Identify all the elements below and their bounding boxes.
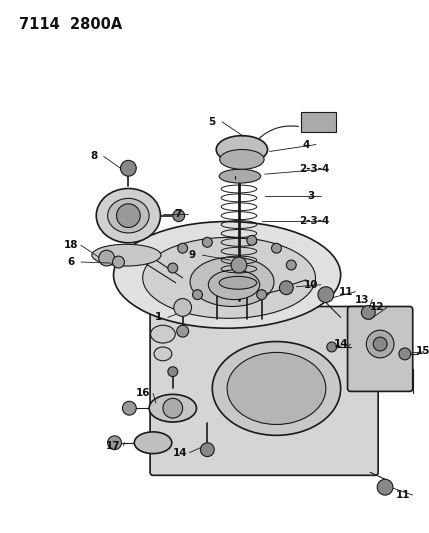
Circle shape xyxy=(112,256,124,268)
Text: 14: 14 xyxy=(172,448,187,458)
Bar xyxy=(301,112,336,132)
Text: 4: 4 xyxy=(302,140,310,150)
Circle shape xyxy=(193,290,202,300)
Circle shape xyxy=(177,325,189,337)
Text: 9: 9 xyxy=(189,250,196,260)
Text: 17: 17 xyxy=(106,441,121,451)
Ellipse shape xyxy=(190,257,274,306)
Circle shape xyxy=(163,398,183,418)
Circle shape xyxy=(257,290,266,300)
Text: 2-3-4: 2-3-4 xyxy=(299,215,329,225)
Circle shape xyxy=(117,204,140,228)
Circle shape xyxy=(99,250,115,266)
Text: 16: 16 xyxy=(136,389,151,398)
Ellipse shape xyxy=(212,342,341,435)
Circle shape xyxy=(108,436,121,450)
Circle shape xyxy=(178,243,187,253)
Circle shape xyxy=(173,209,184,222)
Circle shape xyxy=(318,287,334,303)
Circle shape xyxy=(377,479,393,495)
Text: 6: 6 xyxy=(67,257,75,267)
Ellipse shape xyxy=(143,237,315,318)
Ellipse shape xyxy=(154,347,172,361)
FancyBboxPatch shape xyxy=(150,306,378,475)
Ellipse shape xyxy=(92,244,161,266)
Text: 5: 5 xyxy=(208,117,216,127)
Ellipse shape xyxy=(208,270,260,300)
Ellipse shape xyxy=(114,222,341,328)
Circle shape xyxy=(399,348,411,360)
Text: 7114  2800A: 7114 2800A xyxy=(19,17,122,31)
Text: 3: 3 xyxy=(308,191,314,201)
FancyBboxPatch shape xyxy=(347,306,413,391)
Text: 11: 11 xyxy=(338,287,353,297)
Circle shape xyxy=(122,401,136,415)
Circle shape xyxy=(121,160,136,176)
Circle shape xyxy=(272,243,281,253)
Ellipse shape xyxy=(356,332,375,346)
Circle shape xyxy=(231,257,247,273)
Text: 15: 15 xyxy=(415,346,429,356)
Text: 12: 12 xyxy=(370,302,384,312)
Ellipse shape xyxy=(220,149,264,169)
Text: 18: 18 xyxy=(64,240,79,251)
Ellipse shape xyxy=(216,136,268,163)
Circle shape xyxy=(247,236,257,245)
Circle shape xyxy=(279,281,293,295)
Circle shape xyxy=(200,443,214,457)
Circle shape xyxy=(174,298,192,317)
Circle shape xyxy=(286,260,296,270)
Ellipse shape xyxy=(134,432,172,454)
Ellipse shape xyxy=(149,394,196,422)
Text: 13: 13 xyxy=(355,295,370,304)
Circle shape xyxy=(366,330,394,358)
Text: 14: 14 xyxy=(333,339,348,349)
Circle shape xyxy=(202,237,212,247)
Ellipse shape xyxy=(151,325,175,343)
Text: 7: 7 xyxy=(174,209,181,219)
Circle shape xyxy=(168,263,178,273)
Ellipse shape xyxy=(96,189,160,243)
Ellipse shape xyxy=(219,277,257,289)
Circle shape xyxy=(168,367,178,377)
Circle shape xyxy=(373,337,387,351)
Text: 8: 8 xyxy=(90,151,97,161)
Circle shape xyxy=(327,342,337,352)
Text: 2-3-4: 2-3-4 xyxy=(299,164,329,174)
Text: 11: 11 xyxy=(396,490,410,500)
Circle shape xyxy=(361,305,375,319)
Text: 10: 10 xyxy=(304,280,318,290)
Ellipse shape xyxy=(227,352,326,424)
Ellipse shape xyxy=(108,198,149,233)
Text: 1: 1 xyxy=(154,312,162,322)
Ellipse shape xyxy=(219,169,261,183)
